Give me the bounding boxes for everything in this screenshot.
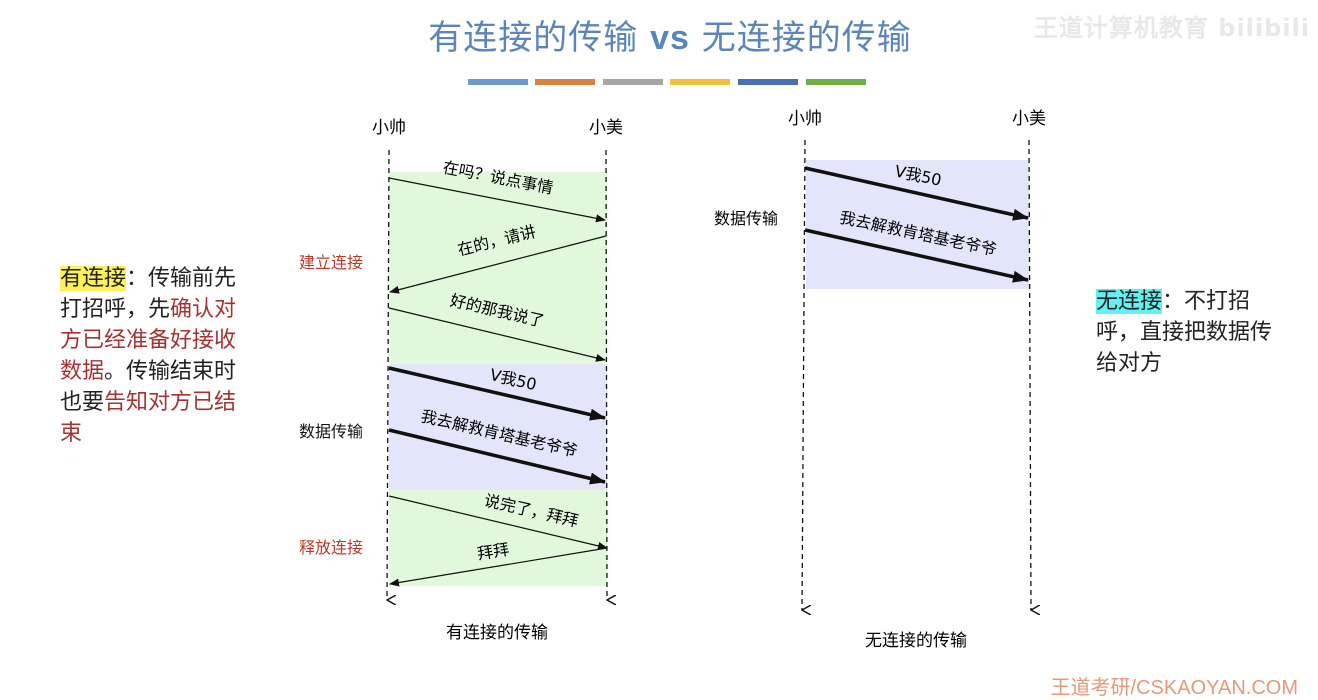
data-phase-bg (389, 364, 607, 490)
note-right-text: 不打招呼，直接把数据传给对方 (1096, 289, 1273, 376)
title-right: 无连接的传输 (701, 18, 912, 58)
phase-data-label: 数据传输 (299, 422, 363, 441)
note-connection-oriented: 有连接：传输前先打招呼，先确认对方已经准备好接收数据。传输结束时也要告知对方已结… (60, 263, 238, 449)
lifeline-left-receiver (605, 149, 607, 600)
note-right-term: 无连接 (1096, 289, 1163, 314)
msg-7-label: 拜拜 (476, 540, 511, 564)
right-caption: 无连接的传输 (865, 631, 967, 651)
phase-establish-label: 建立连接 (299, 253, 363, 272)
watermark: 王道计算机教育 bilibili (1033, 14, 1310, 42)
arrow-msg-2 (389, 235, 607, 294)
right-sender-label: 小帅 (788, 109, 822, 129)
lifeline-left-sender (387, 149, 389, 600)
left-caption: 有连接的传输 (446, 623, 548, 643)
right-phase-label: 数据传输 (714, 209, 778, 228)
right-data-phase-bg (806, 160, 1029, 289)
color-bar-4 (670, 79, 730, 85)
note-left-text1: 传输前先打招呼，先 (60, 266, 237, 322)
note-left-term: 有连接 (60, 266, 127, 291)
page-title: 有连接的传输 vs 无连接的传输 (0, 10, 1318, 59)
note-left-red2: 告知对方已结束 (60, 390, 237, 446)
right-receiver-label: 小美 (1012, 109, 1046, 129)
color-bar-5 (738, 79, 798, 85)
lifeline-right-receiver (1028, 139, 1031, 610)
lifeline-right-sender (802, 139, 805, 610)
note-left-red1: 确认对方已经准备好接收数据 (60, 297, 237, 384)
note-right-colon: ： (1162, 289, 1185, 314)
left-sender-label: 小帅 (372, 118, 406, 138)
arrow-msg-5 (388, 428, 606, 485)
arrow-msg-6 (388, 495, 608, 550)
arrow-msg-1 (388, 177, 606, 223)
right-arrow-msg-2 (804, 228, 1029, 283)
note-left-text2: 。传输结束时也要 (60, 359, 237, 415)
note-left-colon: ： (126, 266, 149, 291)
title-left: 有连接的传输 (428, 18, 639, 58)
arrow-msg-4 (388, 366, 606, 421)
left-receiver-label: 小美 (589, 118, 623, 138)
release-phase-bg (389, 490, 607, 586)
phase-release-label: 释放连接 (299, 538, 363, 557)
color-bar-1 (468, 79, 528, 85)
note-connectionless: 无连接：不打招呼，直接把数据传给对方 (1096, 286, 1274, 379)
title-vs: vs (650, 19, 690, 57)
color-bar-3 (603, 79, 663, 85)
color-bar-2 (535, 79, 595, 85)
connect-phase-bg (389, 172, 607, 364)
arrow-msg-7 (389, 547, 608, 587)
arrow-msg-3 (388, 307, 606, 362)
right-arrow-msg-1 (804, 166, 1029, 221)
color-bar-6 (806, 79, 866, 85)
